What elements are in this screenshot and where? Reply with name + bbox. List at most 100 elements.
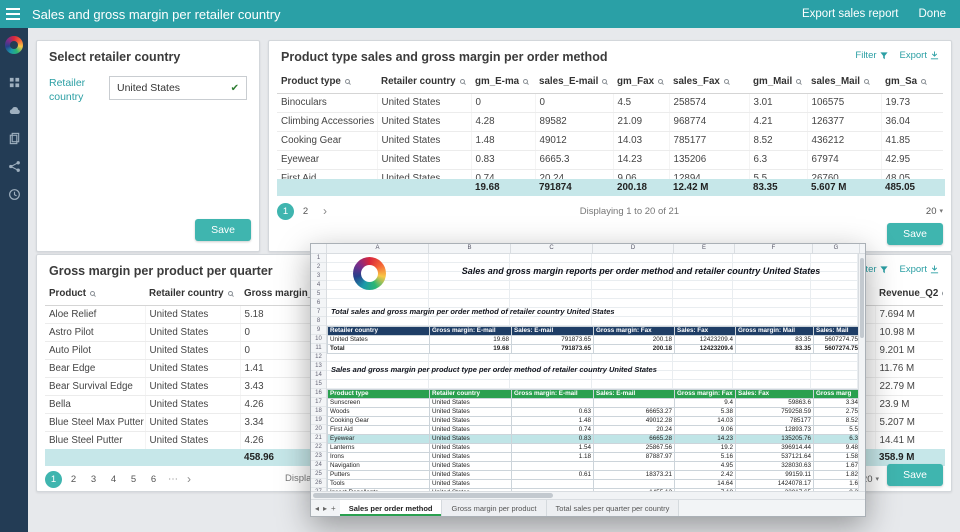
export-link[interactable]: Export xyxy=(900,50,939,61)
page-button[interactable]: 1 xyxy=(277,202,294,220)
search-icon[interactable] xyxy=(658,79,664,85)
column-header[interactable]: gm_E-ma xyxy=(471,71,535,94)
column-header[interactable]: gm_Fax xyxy=(613,71,669,94)
row-number[interactable]: 27 xyxy=(311,488,326,491)
column-header[interactable]: Revenue_Q2 xyxy=(875,283,943,306)
clock-icon[interactable] xyxy=(0,180,28,208)
column-letter[interactable]: F xyxy=(735,244,813,253)
row-number[interactable]: 12 xyxy=(311,353,326,362)
done-button[interactable]: Done xyxy=(918,8,947,20)
save-button[interactable]: Save xyxy=(195,219,251,241)
column-header[interactable]: Retailer country xyxy=(377,71,471,94)
column-letter[interactable]: C xyxy=(511,244,593,253)
row-number[interactable]: 5 xyxy=(311,290,326,299)
sheet-row[interactable]: Sunscreen United States 9.4 59863.6 3.34 xyxy=(327,398,858,408)
page-button[interactable]: 4 xyxy=(110,473,117,485)
share-icon[interactable] xyxy=(0,152,28,180)
row-number[interactable]: 23 xyxy=(311,452,326,461)
scrollbar-thumb[interactable] xyxy=(313,493,553,498)
page-button[interactable]: 5 xyxy=(130,473,137,485)
page-button[interactable]: 2 xyxy=(302,205,309,217)
retailer-country-input[interactable]: United States ✔ xyxy=(109,76,247,100)
sheet-row[interactable]: Tools United States 14.64 1424078.17 1.6 xyxy=(327,479,858,489)
search-icon[interactable] xyxy=(90,291,96,297)
column-letter[interactable]: G xyxy=(813,244,860,253)
save-button[interactable]: Save xyxy=(887,223,943,245)
row-number[interactable]: 18 xyxy=(311,407,326,416)
filter-link[interactable]: Filter xyxy=(855,50,888,61)
column-header[interactable]: Product type xyxy=(277,71,377,94)
search-icon[interactable] xyxy=(723,79,729,85)
row-number[interactable]: 11 xyxy=(311,344,326,353)
menu-icon[interactable] xyxy=(0,0,26,28)
export-sales-report-button[interactable]: Export sales report xyxy=(801,8,899,20)
column-letter[interactable]: E xyxy=(674,244,735,253)
row-number[interactable]: 4 xyxy=(311,281,326,290)
row-number[interactable]: 21 xyxy=(311,434,326,443)
row-number[interactable]: 20 xyxy=(311,425,326,434)
row-number[interactable]: 16 xyxy=(311,389,326,398)
search-icon[interactable] xyxy=(864,79,870,85)
scrollbar-thumb[interactable] xyxy=(860,258,864,338)
table-row[interactable]: Eyewear United States 0.83 6665.3 14.23 13520… xyxy=(277,150,943,170)
search-icon[interactable] xyxy=(796,79,802,85)
sheet-row[interactable]: First Aid United States 0.74 20.24 9.06 12893… xyxy=(327,425,858,435)
row-number[interactable]: 3 xyxy=(311,272,326,281)
column-letter[interactable]: D xyxy=(593,244,674,253)
sheet-row[interactable]: Lanterns United States 1.54 25867.56 19.2 396… xyxy=(327,443,858,453)
column-header[interactable]: sales_Fax xyxy=(669,71,749,94)
column-header[interactable]: sales_Mail xyxy=(807,71,881,94)
sheet-row[interactable]: Cooking Gear United States 1.48 49012.28 14.… xyxy=(327,416,858,426)
page-ellipsis[interactable]: ⋯ xyxy=(168,473,178,485)
grid-icon[interactable] xyxy=(0,68,28,96)
row-number[interactable]: 19 xyxy=(311,416,326,425)
table-row[interactable]: First Aid United States 0.74 20.24 9.06 12894… xyxy=(277,169,943,179)
row-number[interactable]: 13 xyxy=(311,362,326,371)
page-button[interactable]: 3 xyxy=(90,473,97,485)
column-header[interactable]: Retailer country xyxy=(145,283,240,306)
sheet-tab[interactable]: Gross margin per product xyxy=(442,500,547,516)
row-number[interactable]: 26 xyxy=(311,479,326,488)
search-icon[interactable] xyxy=(227,291,233,297)
sheet-row[interactable]: Irons United States 1.18 87887.97 5.16 537121… xyxy=(327,452,858,462)
search-icon[interactable] xyxy=(921,79,927,85)
search-icon[interactable] xyxy=(344,79,350,85)
row-number[interactable]: 6 xyxy=(311,299,326,308)
row-number[interactable]: 14 xyxy=(311,371,326,380)
sheet-row[interactable]: Woods United States 0.63 66653.27 5.38 759258… xyxy=(327,407,858,417)
row-number[interactable]: 7 xyxy=(311,308,326,317)
row-number[interactable]: 10 xyxy=(311,335,326,344)
column-letter[interactable]: B xyxy=(429,244,511,253)
sheet-row[interactable]: Eyewear United States 0.83 6665.28 14.23 1352… xyxy=(327,434,858,444)
sheet-tab[interactable]: Sales per order method xyxy=(339,500,443,516)
search-icon[interactable] xyxy=(602,79,608,85)
row-number[interactable]: 25 xyxy=(311,470,326,479)
pages-icon[interactable] xyxy=(0,124,28,152)
page-button[interactable]: 6 xyxy=(150,473,157,485)
page-button[interactable]: 1 xyxy=(45,470,62,488)
sheet-row[interactable]: Total 19.68 791873.65 200.18 12423209.4 83.35… xyxy=(327,344,858,354)
next-sheet-icon[interactable]: ▸ xyxy=(323,503,328,513)
sheet-row[interactable]: Navigation United States 4.95 328030.63 1.67 xyxy=(327,461,858,471)
table-row[interactable]: Cooking Gear United States 1.48 49012 14.03 7… xyxy=(277,131,943,151)
column-header[interactable]: gm_Sa xyxy=(881,71,943,94)
export-link[interactable]: Export xyxy=(900,264,939,275)
save-button[interactable]: Save xyxy=(887,464,943,486)
row-number[interactable]: 8 xyxy=(311,317,326,326)
sheet-tab[interactable]: Total sales per quarter per country xyxy=(546,500,680,516)
row-number[interactable]: 1 xyxy=(311,254,326,263)
page-button[interactable]: 2 xyxy=(70,473,77,485)
prev-sheet-icon[interactable]: ◂ xyxy=(315,503,320,513)
column-header[interactable]: gm_Mail xyxy=(749,71,807,94)
page-size-select[interactable]: 20 ▾ xyxy=(926,206,943,217)
row-number[interactable]: 24 xyxy=(311,461,326,470)
select-all-corner[interactable] xyxy=(311,244,327,253)
column-letter[interactable]: A xyxy=(327,244,429,253)
row-number[interactable]: 17 xyxy=(311,398,326,407)
row-number[interactable]: 15 xyxy=(311,380,326,389)
table-row[interactable]: Climbing Accessories United States 4.28 895… xyxy=(277,112,943,132)
sheet-row[interactable]: United States 19.68 791873.65 200.18 1242320… xyxy=(327,335,858,345)
page-size-select[interactable]: 20 ▾ xyxy=(862,474,879,485)
sheet-row[interactable]: Insect RepellentsUnited States1455.127.1… xyxy=(327,488,858,491)
add-sheet-button[interactable]: + xyxy=(331,503,336,513)
